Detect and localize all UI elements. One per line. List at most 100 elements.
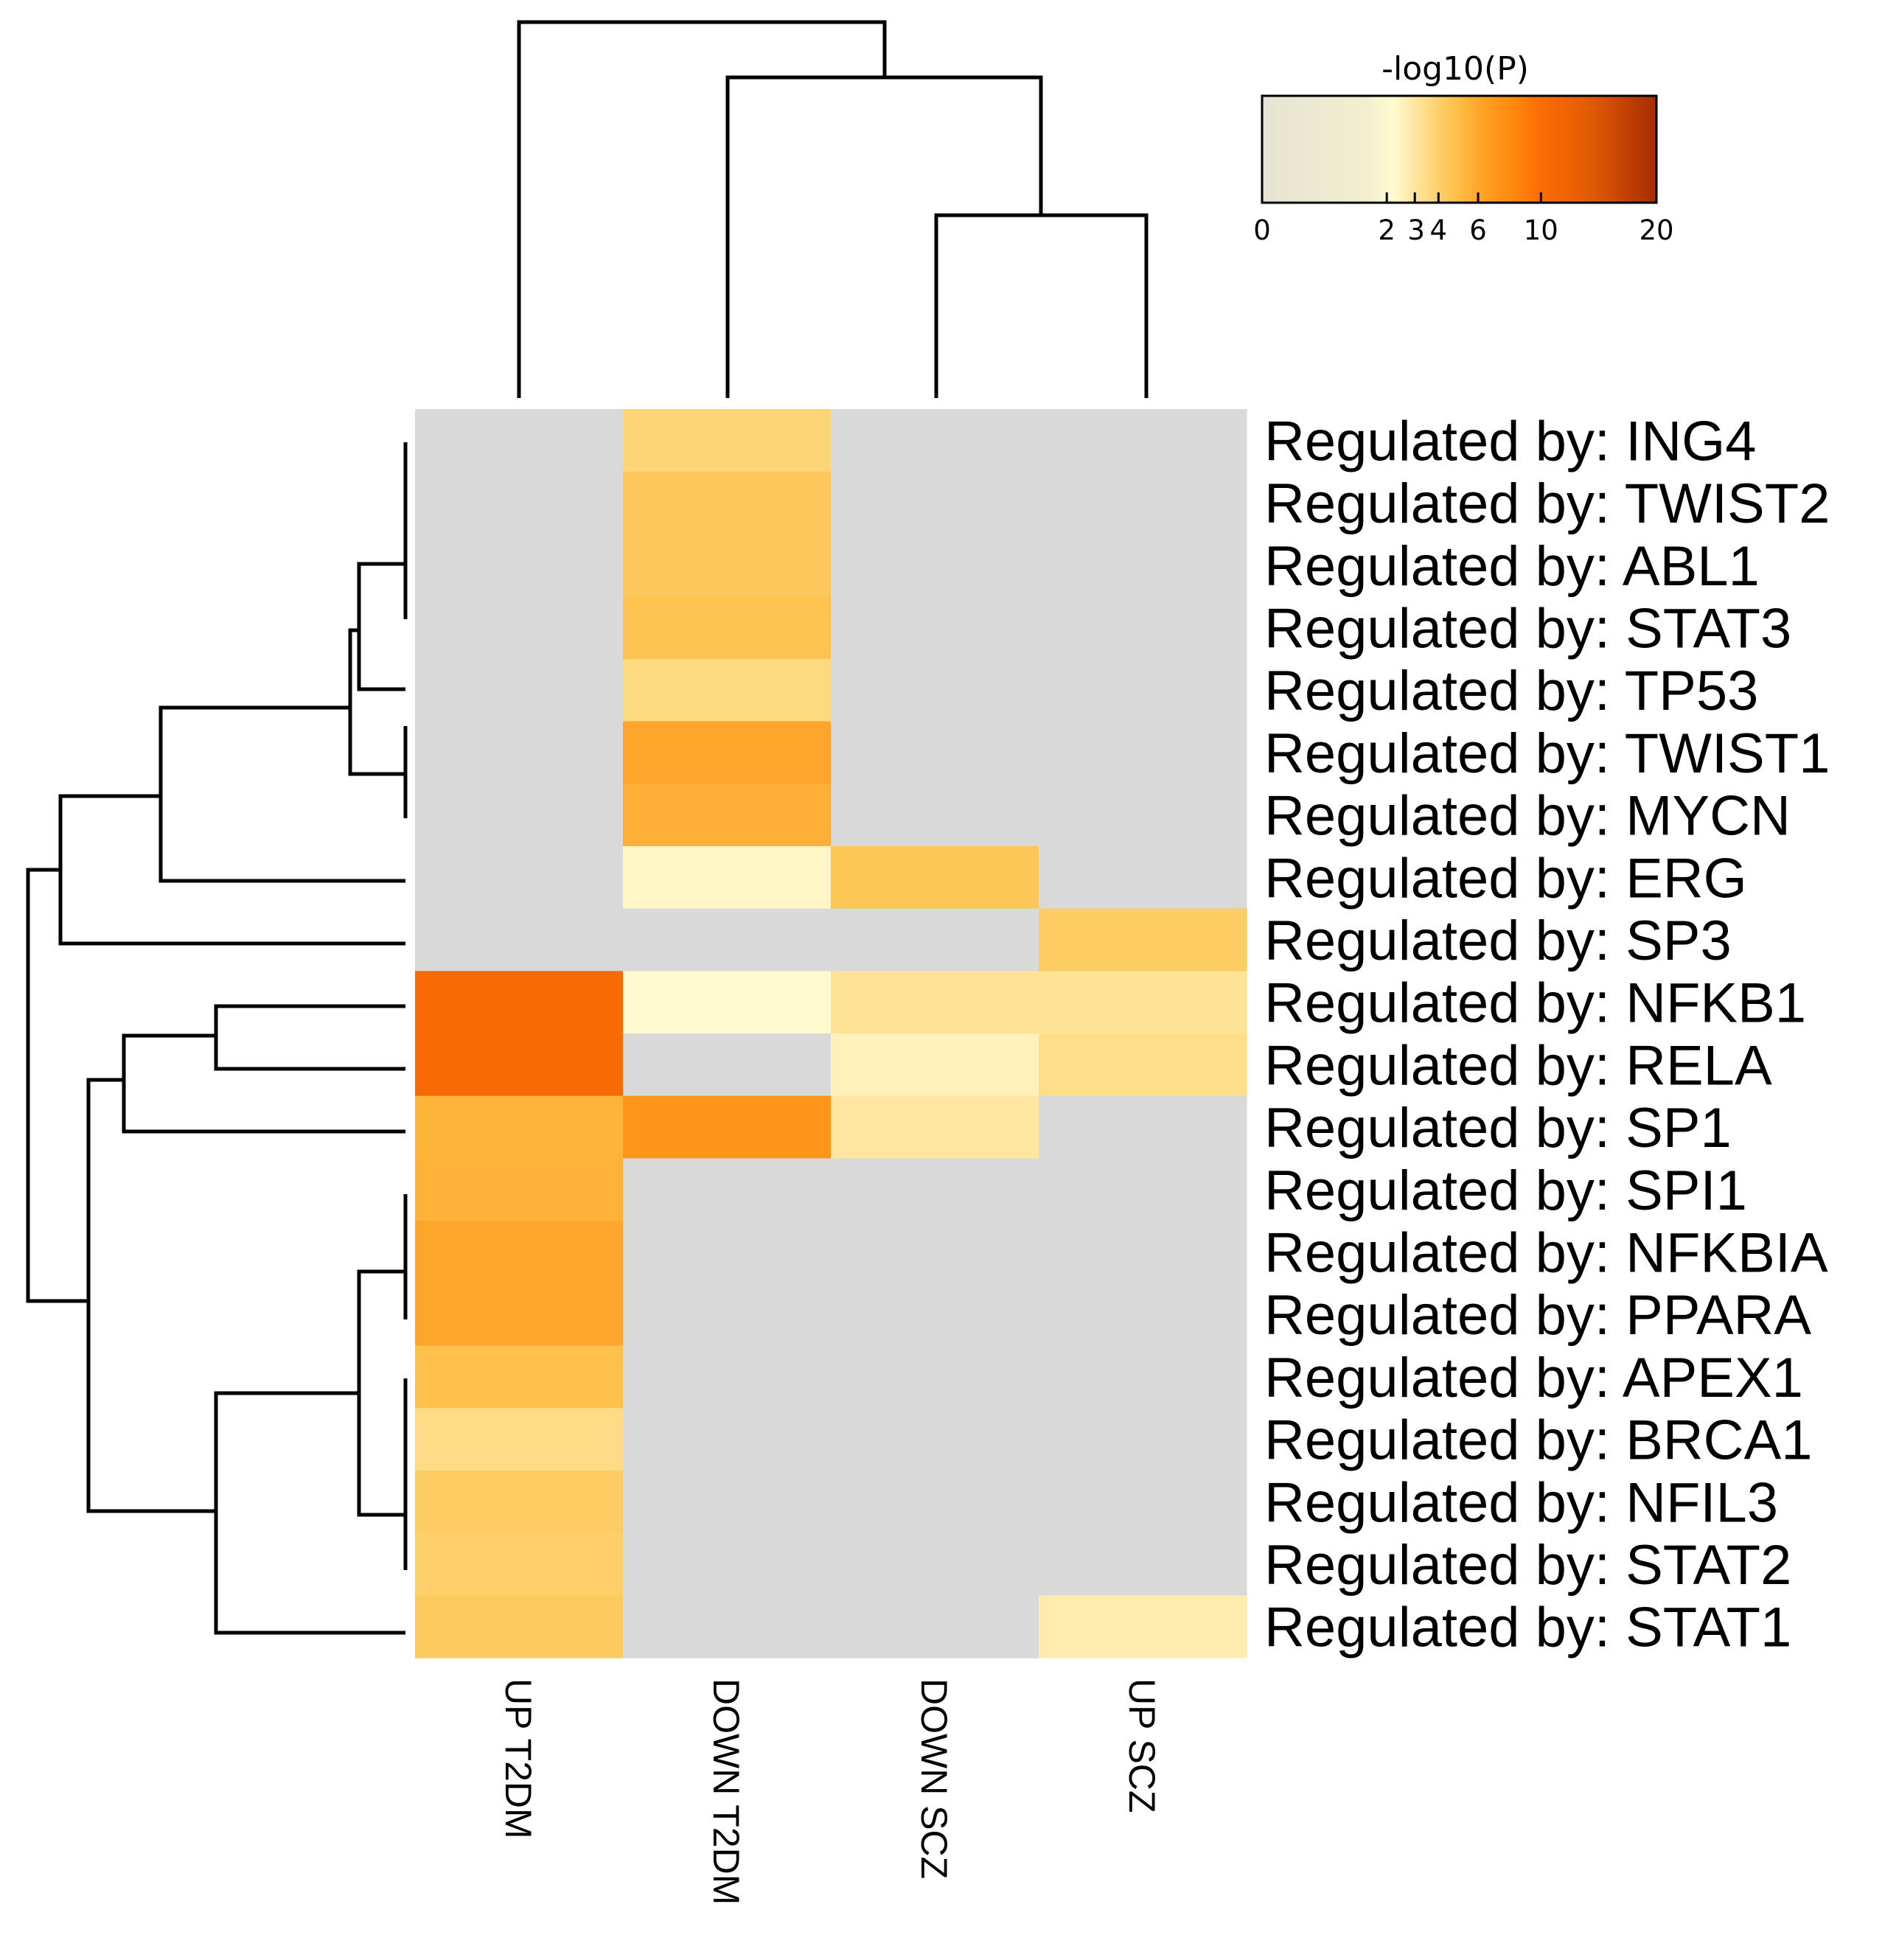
heatmap-cell (1039, 1345, 1247, 1409)
column-dendrogram (517, 20, 1149, 398)
colorbar-tick-label: 6 (1469, 215, 1487, 246)
row-label: Regulated by: PPARA (1264, 1284, 1811, 1347)
heatmap-cell (831, 1470, 1039, 1534)
heatmap-cell (831, 1221, 1039, 1284)
heatmap-cell (623, 1221, 832, 1284)
heatmap-cell (1039, 1033, 1247, 1097)
heatmap-cell (831, 721, 1039, 784)
heatmap-cell (623, 1033, 832, 1097)
heatmap-cell (623, 471, 832, 534)
colorbar-gradient (1261, 94, 1658, 204)
row-label: Regulated by: STAT1 (1264, 1597, 1791, 1659)
heatmap-cell (415, 1345, 624, 1409)
column-label: UP T2DM (498, 1678, 539, 1839)
row-label: Regulated by: TWIST1 (1264, 722, 1830, 785)
heatmap-cell (415, 1595, 624, 1659)
heatmap-cell (1039, 1158, 1247, 1221)
colorbar-tick-label: 0 (1253, 215, 1271, 246)
heatmap-cell (415, 1408, 624, 1471)
row-label: Regulated by: RELA (1264, 1034, 1772, 1097)
heatmap-cell (1039, 658, 1247, 722)
heatmap-cell (623, 1408, 832, 1471)
colorbar-tick-label: 4 (1429, 215, 1447, 246)
heatmap-cell (1039, 1470, 1247, 1534)
heatmap-cell (1039, 845, 1247, 910)
heatmap-cell (415, 1158, 624, 1221)
row-label: Regulated by: TP53 (1264, 660, 1758, 722)
heatmap-cell (623, 1595, 832, 1659)
heatmap-cell (1039, 908, 1247, 972)
heatmap-cell (1039, 409, 1247, 472)
row-label: Regulated by: STAT3 (1264, 597, 1791, 660)
column-labels: UP T2DM DOWN T2DM DOWN SCZ UP SCZ (498, 1678, 1163, 1905)
colorbar-tick-label: 20 (1639, 215, 1673, 246)
row-label: Regulated by: SPI1 (1264, 1159, 1747, 1222)
heatmap-cell (831, 596, 1039, 660)
heatmap-cell (415, 1033, 624, 1097)
heatmap-cell (623, 596, 832, 660)
row-label: Regulated by: APEX1 (1264, 1347, 1803, 1409)
heatmap-cell (415, 721, 624, 784)
row-label: Regulated by: NFKBIA (1264, 1221, 1828, 1284)
column-label: DOWN SCZ (913, 1678, 955, 1879)
heatmap-cell (1039, 721, 1247, 784)
heatmap-cell (831, 471, 1039, 534)
heatmap-cell (831, 1283, 1039, 1347)
row-label: Regulated by: STAT2 (1264, 1534, 1791, 1597)
heatmap-cell (831, 845, 1039, 910)
heatmap-cell (1039, 471, 1247, 534)
row-dendrogram (26, 442, 408, 1635)
heatmap-cell (415, 971, 624, 1034)
heatmap-cell (831, 534, 1039, 597)
heatmap-cells (415, 409, 1247, 1659)
heatmap-cell (415, 596, 624, 660)
heatmap-cell (623, 534, 832, 597)
heatmap-cell (623, 845, 832, 910)
heatmap-cell (415, 1095, 624, 1159)
heatmap-cell (623, 658, 832, 722)
heatmap-cell (415, 845, 624, 910)
heatmap-cell (1039, 1095, 1247, 1159)
colorbar-tick-label: 2 (1378, 215, 1395, 246)
colorbar-title: -log10(P) (1381, 50, 1529, 88)
heatmap-cell (831, 784, 1039, 847)
heatmap-cell (1039, 1595, 1247, 1659)
row-label: Regulated by: BRCA1 (1264, 1409, 1813, 1472)
row-label: Regulated by: ERG (1264, 847, 1747, 910)
heatmap-cell (1039, 1408, 1247, 1471)
heatmap-cell (831, 658, 1039, 722)
heatmap-cell (415, 908, 624, 972)
heatmap-cell (415, 409, 624, 472)
heatmap-cell (623, 409, 832, 472)
heatmap-cell (623, 908, 832, 972)
heatmap-cell (1039, 1221, 1247, 1284)
heatmap-cell (623, 1283, 832, 1347)
heatmap-cell (831, 409, 1039, 472)
heatmap-cell (415, 1283, 624, 1347)
heatmap-cell (623, 1532, 832, 1596)
column-label: UP SCZ (1121, 1678, 1163, 1813)
heatmap-cell (415, 471, 624, 534)
heatmap-cell (415, 784, 624, 847)
heatmap-cell (415, 658, 624, 722)
heatmap-cell (1039, 1283, 1247, 1347)
heatmap-cell (831, 1095, 1039, 1159)
heatmap-cell (831, 1345, 1039, 1409)
row-label: Regulated by: ABL1 (1264, 535, 1760, 598)
colorbar-legend: -log10(P) 0 2 3 4 6 10 20 (1253, 50, 1673, 246)
row-label: Regulated by: MYCN (1264, 785, 1791, 848)
column-label: DOWN T2DM (705, 1678, 747, 1905)
colorbar-tick-label: 10 (1524, 215, 1558, 246)
heatmap-cell (831, 971, 1039, 1034)
heatmap-cell (623, 971, 832, 1034)
row-label: Regulated by: SP1 (1264, 1097, 1732, 1159)
heatmap-cell (623, 721, 832, 784)
heatmap-cell (623, 1345, 832, 1409)
heatmap-cell (623, 1158, 832, 1221)
heatmap-cell (831, 1532, 1039, 1596)
heatmap-cell (415, 1470, 624, 1534)
row-label: Regulated by: NFKB1 (1264, 972, 1806, 1035)
heatmap-cell (1039, 1532, 1247, 1596)
